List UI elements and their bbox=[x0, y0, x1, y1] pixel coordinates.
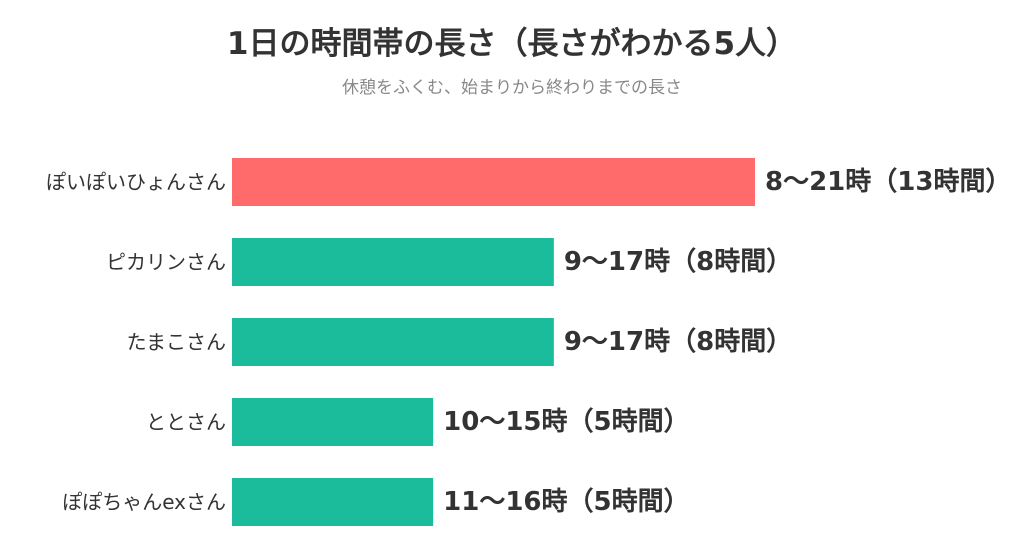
data-label: 9〜17時（8時間） bbox=[564, 247, 792, 277]
category-label: たまこさん bbox=[127, 330, 226, 354]
category-label: ピカリンさん bbox=[106, 250, 226, 274]
category-label: ととさん bbox=[146, 410, 226, 434]
bar bbox=[232, 318, 554, 366]
category-label: ぽいぽいひょんさん bbox=[46, 170, 226, 194]
category-label: ぽぽちゃんexさん bbox=[62, 490, 226, 514]
chart-subtitle: 休憩をふくむ、始まりから終わりまでの長さ bbox=[342, 78, 682, 98]
data-label: 11〜16時（5時間） bbox=[443, 487, 689, 517]
chart-title: 1日の時間帯の長さ（長さがわかる5人） bbox=[226, 26, 798, 62]
bar bbox=[232, 158, 755, 206]
data-label: 8〜21時（13時間） bbox=[765, 167, 1011, 197]
bar bbox=[232, 238, 554, 286]
bar bbox=[232, 478, 434, 526]
data-label: 10〜15時（5時間） bbox=[443, 407, 689, 437]
bar bbox=[232, 398, 434, 446]
data-label: 9〜17時（8時間） bbox=[564, 327, 792, 357]
